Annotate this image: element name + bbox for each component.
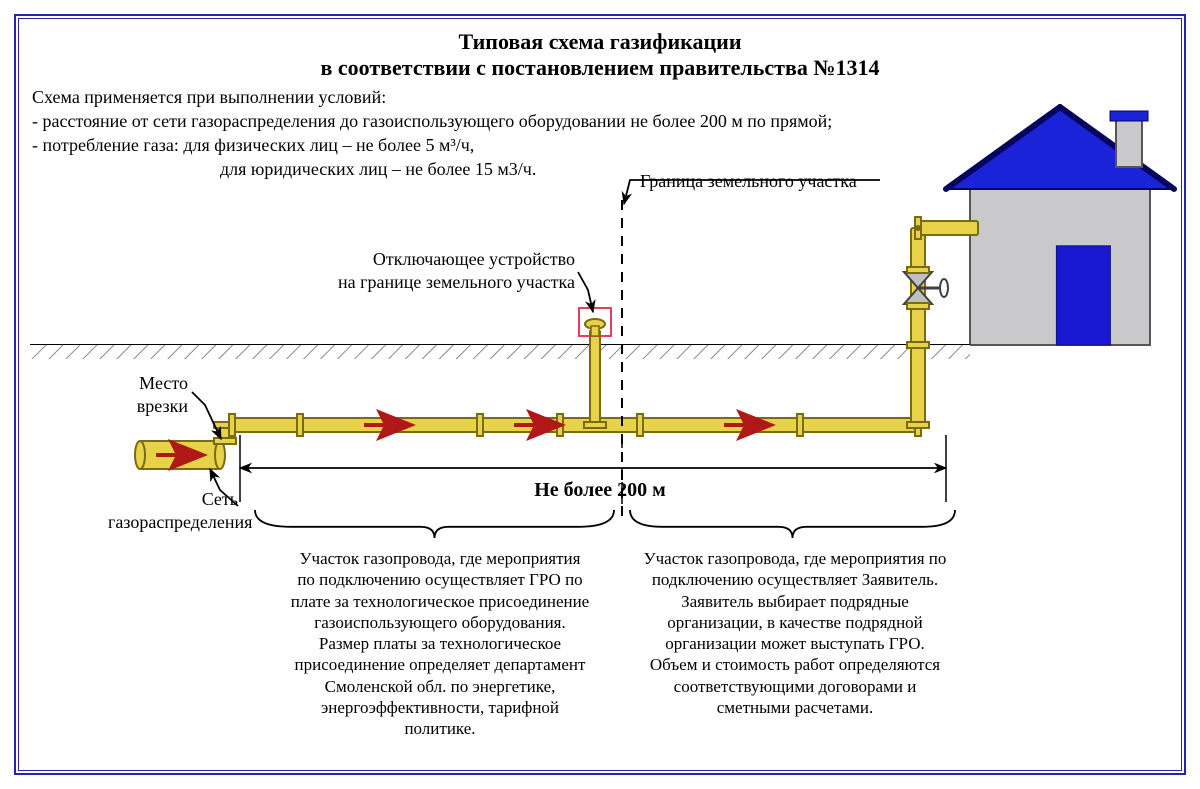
label-shutoff-l2: на границе земельного участка [338, 272, 575, 292]
conditions-line-1: - расстояние от сети газораспределения д… [32, 110, 832, 133]
label-shutoff: Отключающее устройство на границе земель… [315, 248, 575, 293]
label-distance: Не более 200 м [0, 478, 1200, 503]
conditions-line-3: для юридических лиц – не более 15 м3/ч. [220, 158, 536, 181]
title-line-1: Типовая схема газификации [0, 28, 1200, 56]
label-tapin-l1: Место [139, 373, 188, 393]
title-line-2: в соответствии с постановлением правител… [0, 54, 1200, 82]
conditions-line-2: - потребление газа: для физических лиц –… [32, 134, 474, 157]
paragraph-right: Участок газопровода, где мероприятия по … [640, 548, 950, 718]
diagram-frame: Типовая схема газификации в соответствии… [0, 0, 1200, 789]
label-tapin-l2: врезки [137, 396, 188, 416]
label-shutoff-l1: Отключающее устройство [373, 249, 575, 269]
label-network-l2: газораспределения [108, 512, 252, 532]
paragraph-left: Участок газопровода, где мероприятия по … [290, 548, 590, 739]
conditions-intro: Схема применяется при выполнении условий… [32, 86, 386, 109]
label-tap-in: Место врезки [108, 372, 188, 417]
label-boundary: Граница земельного участка [640, 170, 857, 193]
